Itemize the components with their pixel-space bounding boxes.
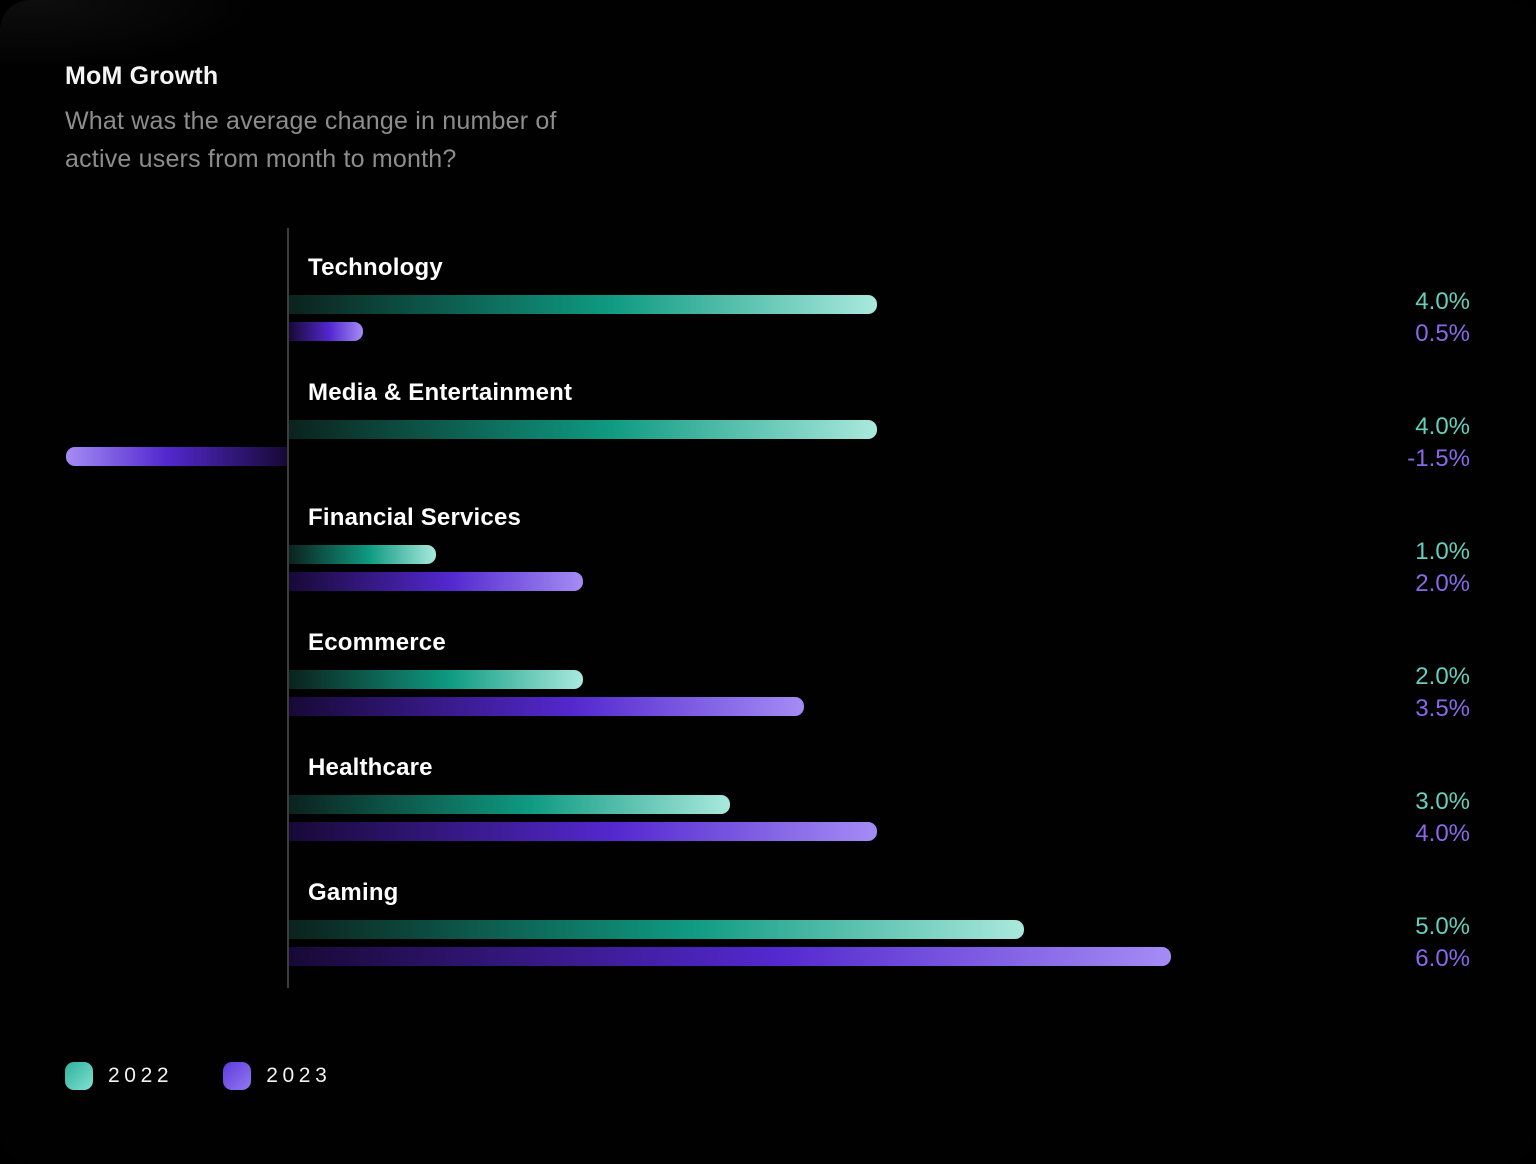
subtitle-line-1: What was the average change in number of	[65, 107, 557, 135]
category-label-media-entertainment: Media & Entertainment	[308, 379, 573, 406]
category-label-financial-services: Financial Services	[308, 504, 522, 531]
bar-financial-services-2023[interactable]	[289, 572, 583, 591]
category-label-technology: Technology	[308, 254, 443, 281]
value-label-financial-services-2022: 1.0%	[1415, 538, 1470, 565]
subtitle-line-2: active users from month to month?	[65, 145, 457, 173]
bar-technology-2022[interactable]	[289, 295, 877, 314]
bar-ecommerce-2023[interactable]	[289, 697, 804, 716]
legend-label-2022: 2022	[108, 1064, 174, 1087]
bar-healthcare-2022[interactable]	[289, 795, 730, 814]
value-label-ecommerce-2023: 3.5%	[1415, 695, 1470, 722]
chart-title: MoM Growth	[65, 62, 219, 90]
chart-subtitle: What was the average change in number of…	[65, 102, 557, 178]
category-label-healthcare: Healthcare	[308, 754, 433, 781]
legend: 2022 2023	[65, 1062, 331, 1090]
bar-media-entertainment-2022[interactable]	[289, 420, 877, 439]
bar-ecommerce-2022[interactable]	[289, 670, 583, 689]
bar-technology-2023[interactable]	[289, 322, 363, 341]
value-label-media-entertainment-2022: 4.0%	[1415, 413, 1470, 440]
bar-media-entertainment-2023[interactable]	[66, 447, 287, 466]
category-label-ecommerce: Ecommerce	[308, 629, 446, 656]
value-label-gaming-2023: 6.0%	[1415, 945, 1470, 972]
legend-label-2023: 2023	[266, 1064, 332, 1087]
chart-area: Technology 4.0% 0.5% Media & Entertainment 4…	[66, 228, 1470, 988]
y-axis-line	[287, 228, 289, 988]
legend-item-2023[interactable]: 2023	[223, 1062, 331, 1090]
value-label-ecommerce-2022: 2.0%	[1415, 663, 1470, 690]
category-label-gaming: Gaming	[308, 879, 399, 906]
legend-swatch-2023-icon	[223, 1062, 252, 1090]
value-label-media-entertainment-2023: -1.5%	[1407, 445, 1470, 472]
legend-item-2022[interactable]: 2022	[65, 1062, 173, 1090]
value-label-technology-2023: 0.5%	[1415, 320, 1470, 347]
value-label-gaming-2022: 5.0%	[1415, 913, 1470, 940]
value-label-healthcare-2023: 4.0%	[1415, 820, 1470, 847]
value-label-financial-services-2023: 2.0%	[1415, 570, 1470, 597]
bar-healthcare-2023[interactable]	[289, 822, 877, 841]
bar-gaming-2023[interactable]	[289, 947, 1171, 966]
bar-gaming-2022[interactable]	[289, 920, 1024, 939]
chart-header: MoM Growth What was the average change i…	[65, 62, 557, 178]
value-label-technology-2022: 4.0%	[1415, 288, 1470, 315]
bar-financial-services-2022[interactable]	[289, 545, 436, 564]
legend-swatch-2022-icon	[65, 1062, 93, 1090]
value-label-healthcare-2022: 3.0%	[1415, 788, 1470, 815]
